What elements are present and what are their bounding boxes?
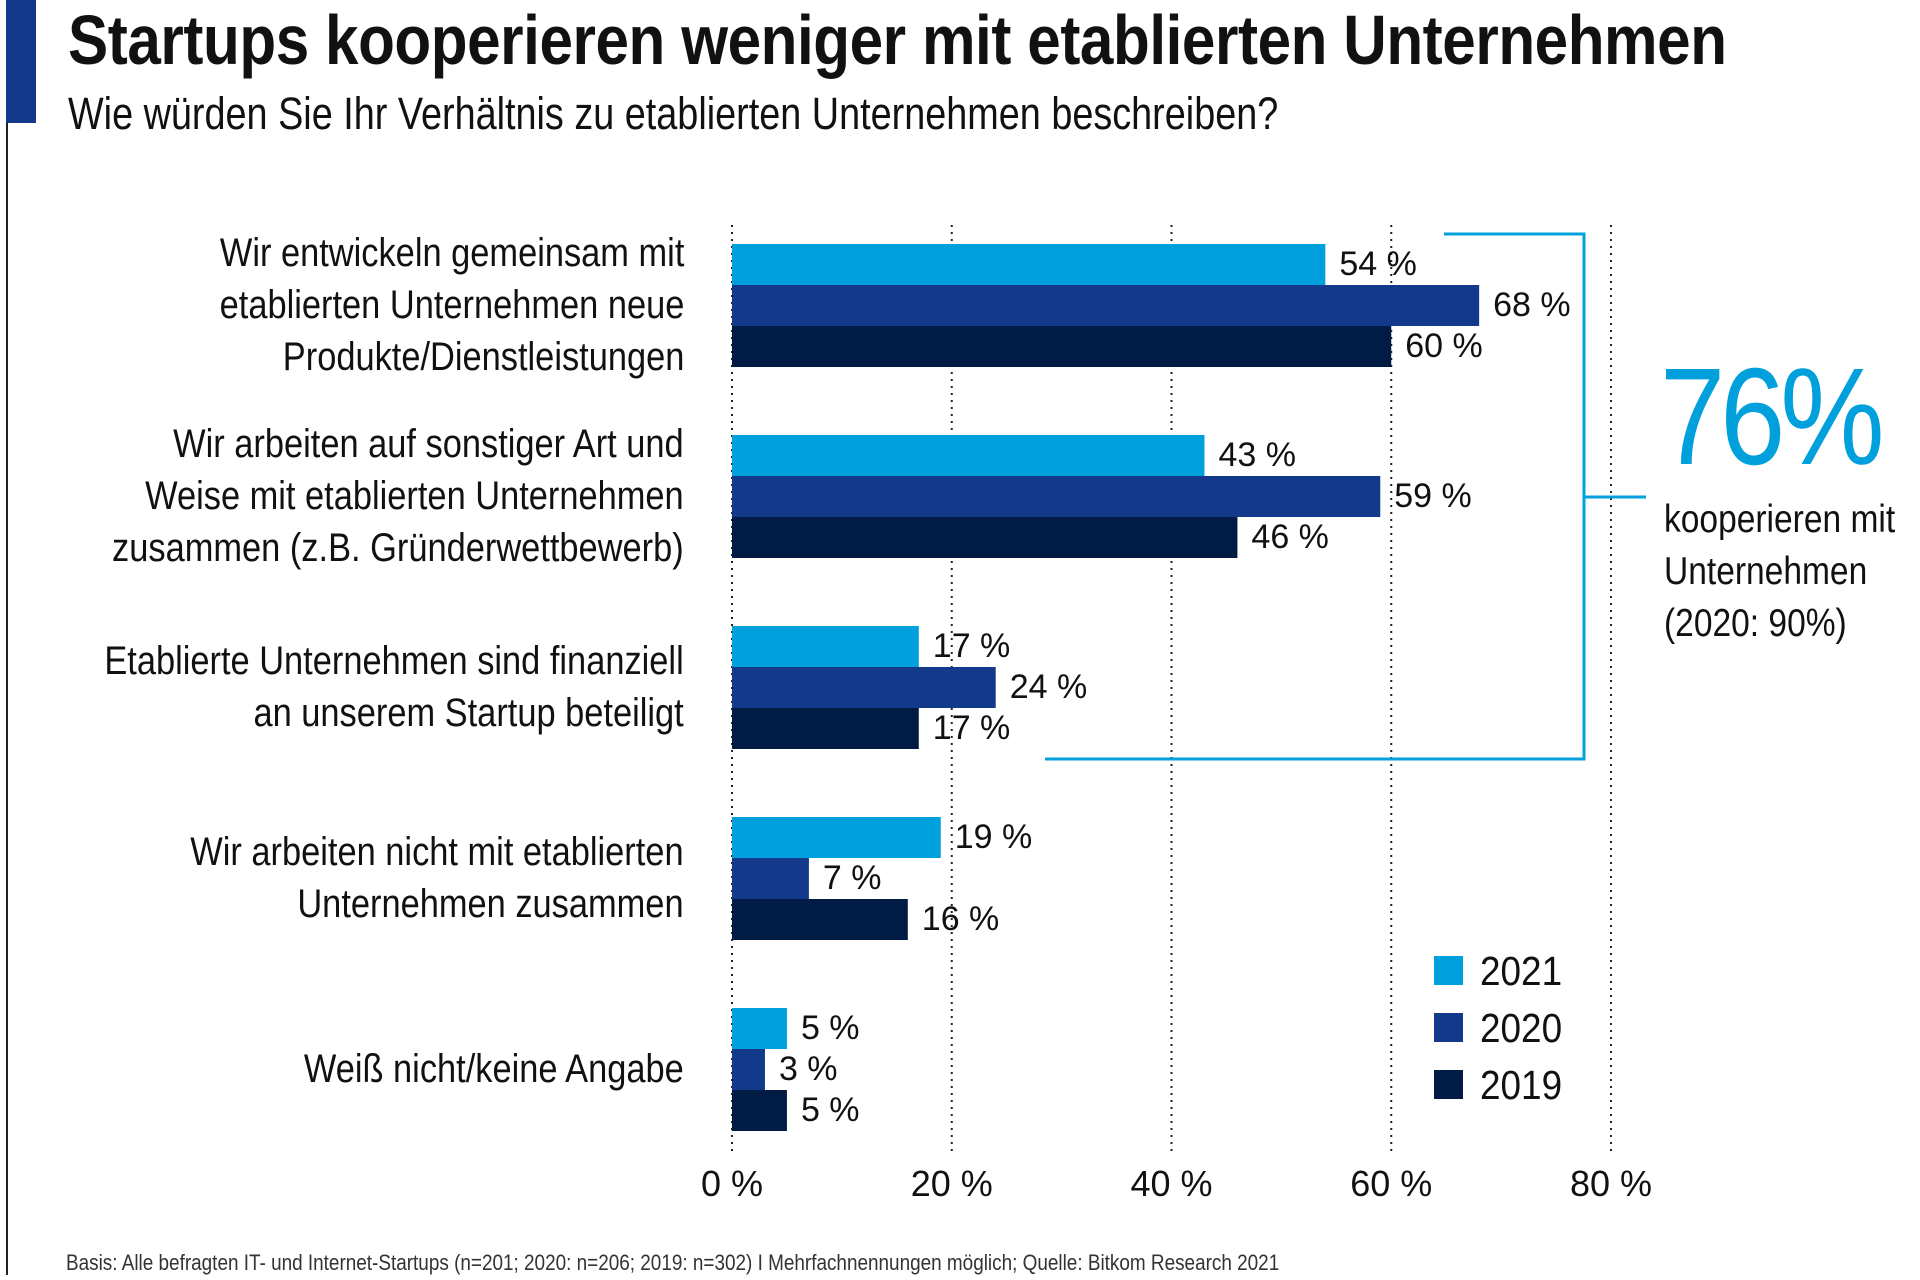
data-label: 5 % [801,1009,860,1047]
data-label: 16 % [922,900,1000,938]
bar-2019 [732,326,1392,367]
data-label: 54 % [1339,245,1417,283]
category-label-line: Wir arbeiten nicht mit etablierten [190,830,684,874]
category-label: Wir arbeiten auf sonstiger Art und Weise … [112,418,684,574]
category-label-line: Wir arbeiten auf sonstiger Art und [173,422,684,466]
category-label-line: Weiß nicht/keine Angabe [304,1047,684,1091]
bar-2020 [732,858,809,899]
x-tick-label: 40 % [1130,1163,1212,1204]
legend-label: 2019 [1480,1061,1563,1108]
category-label-line: etablierten Unternehmen neue [219,283,684,327]
bar-2019 [732,899,908,940]
x-tick-label: 60 % [1350,1163,1432,1204]
category-label: Weiß nicht/keine Angabe [304,1043,684,1095]
callout-value: 76% [1660,340,1885,494]
category-label-line: Wir entwickeln gemeinsam mit [219,231,684,275]
category-label: Wir arbeiten nicht mit etablierten Untern… [191,826,684,930]
accent-bar [6,0,36,123]
bar-2020 [732,667,996,708]
x-tick-label: 20 % [911,1163,993,1204]
bar-2021 [732,1008,787,1049]
bar-2021 [732,817,941,858]
chart-title: Startups kooperieren weniger mit etablie… [68,1,1727,79]
category-label-line: Weise mit etablierten Unternehmen [145,474,684,518]
data-label: 60 % [1405,327,1483,365]
legend-item-2021: 2021 [1434,942,1571,999]
bar-2020 [732,476,1381,517]
bar-2020 [732,285,1480,326]
callout-line: (2020: 90%) [1664,602,1847,645]
callout-note: kooperieren mit Unternehmen (2020: 90%) [1664,494,1895,650]
data-label: 46 % [1251,518,1329,556]
category-label-line: zusammen (z.B. Gründerwettbewerb) [112,526,684,570]
bar-2021 [732,626,919,667]
callout-line: kooperieren mit [1664,498,1896,541]
data-label: 68 % [1493,286,1571,324]
x-tick-label: 0 % [701,1163,763,1204]
category-label-line: an unserem Startup beteiligt [253,691,684,735]
category-label: Wir entwickeln gemeinsam mit etablierten … [219,227,684,383]
data-label: 17 % [933,627,1011,665]
x-tick-label: 80 % [1570,1163,1652,1204]
category-label-line: Produkte/Dienstleistungen [282,335,684,379]
bar-2020 [732,1049,765,1090]
source-footnote: Basis: Alle befragten IT- und Internet-S… [66,1250,1280,1275]
data-label: 7 % [823,859,882,897]
chart-subtitle: Wie würden Sie Ihr Verhältnis zu etablie… [68,88,1279,139]
bar-2019 [732,1090,787,1131]
legend-label: 2020 [1480,1004,1563,1051]
data-label: 19 % [955,818,1032,856]
category-label-line: Etablierte Unternehmen sind finanziell [104,639,684,683]
bar-2019 [732,517,1238,558]
bar-2019 [732,708,919,749]
category-label-line: Unternehmen zusammen [297,882,684,926]
bar-2021 [732,244,1326,285]
legend-swatch [1434,1070,1463,1099]
callout-line: Unternehmen [1664,550,1868,593]
data-label: 59 % [1394,477,1472,515]
data-label: 43 % [1218,436,1296,474]
data-label: 17 % [933,709,1011,747]
data-label: 3 % [779,1050,838,1088]
legend-swatch [1434,956,1463,985]
legend-item-2019: 2019 [1434,1056,1571,1113]
left-rule [6,0,8,1275]
legend-swatch [1434,1013,1463,1042]
legend-item-2020: 2020 [1434,999,1571,1056]
legend-label: 2021 [1480,947,1563,994]
data-label: 24 % [1010,668,1087,706]
legend: 2021 2020 2019 [1434,942,1571,1113]
bar-2021 [732,435,1205,476]
data-label: 5 % [801,1091,860,1129]
category-label: Etablierte Unternehmen sind finanziell an… [105,635,684,739]
